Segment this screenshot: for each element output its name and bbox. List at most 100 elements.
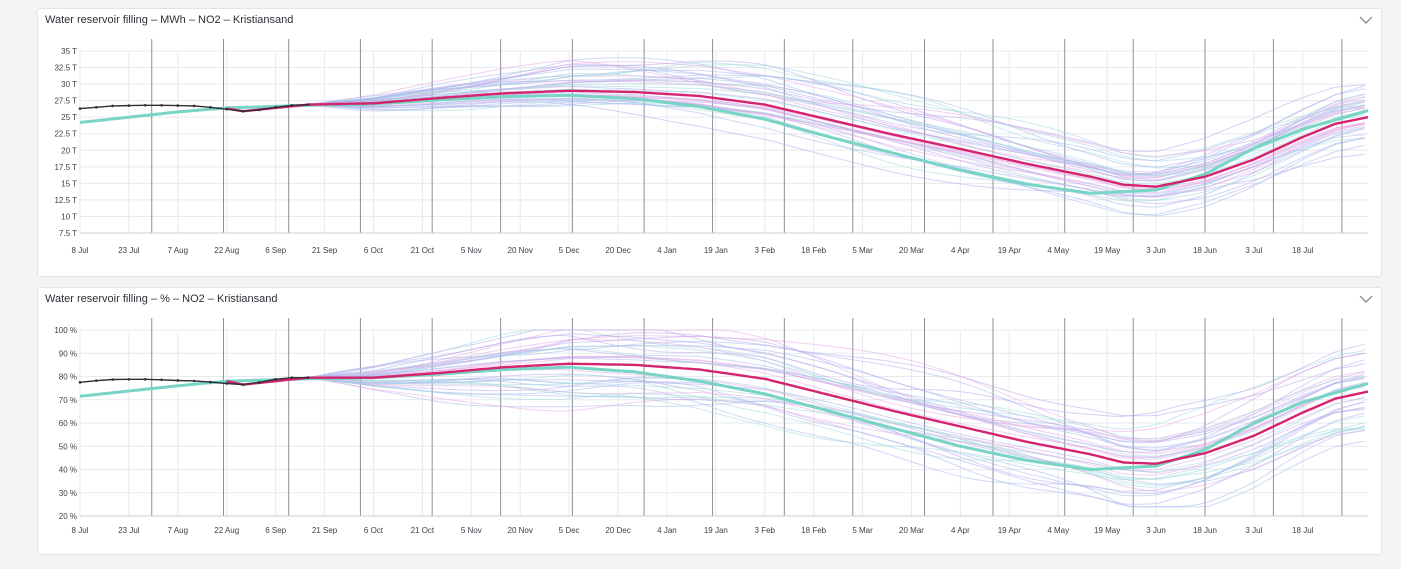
history-point bbox=[143, 377, 147, 381]
ensemble-line bbox=[308, 101, 1365, 198]
x-tick-label: 5 Dec bbox=[559, 246, 580, 255]
history-point bbox=[176, 379, 180, 382]
ensemble-line bbox=[308, 59, 1365, 157]
y-tick-label: 10 T bbox=[61, 212, 77, 221]
ensemble-line bbox=[308, 374, 1365, 480]
x-tick-label: 8 Jul bbox=[72, 246, 89, 255]
y-tick-label: 60 % bbox=[59, 419, 77, 428]
x-tick-label: 23 Jul bbox=[118, 246, 140, 255]
history-point bbox=[78, 107, 82, 110]
y-tick-label: 17.5 T bbox=[54, 163, 77, 172]
history-point bbox=[241, 383, 245, 386]
x-tick-label: 21 Sep bbox=[312, 526, 338, 535]
x-tick-label: 8 Jul bbox=[72, 526, 89, 535]
history-point bbox=[225, 382, 229, 385]
ensemble-line bbox=[308, 377, 1365, 495]
y-tick-label: 40 % bbox=[59, 466, 77, 475]
ensemble-line bbox=[308, 377, 1365, 492]
history-point bbox=[160, 103, 163, 107]
x-tick-label: 5 Mar bbox=[852, 246, 873, 255]
x-tick-label: 18 Jul bbox=[1292, 526, 1314, 535]
y-tick-label: 12.5 T bbox=[54, 196, 77, 205]
y-tick-label: 20 T bbox=[61, 146, 77, 155]
x-tick-label: 18 Jul bbox=[1292, 246, 1314, 255]
y-tick-label: 25 T bbox=[61, 113, 77, 122]
x-tick-label: 20 Dec bbox=[605, 526, 630, 535]
ensemble-line bbox=[308, 377, 1365, 485]
x-tick-label: 6 Sep bbox=[265, 526, 286, 535]
ensemble-line bbox=[308, 377, 1365, 488]
ensemble-line bbox=[308, 355, 1365, 458]
x-tick-label: 3 Jun bbox=[1146, 526, 1166, 535]
history-point bbox=[111, 378, 114, 381]
x-tick-label: 21 Oct bbox=[411, 246, 435, 255]
history-point bbox=[160, 378, 163, 382]
y-tick-label: 90 % bbox=[59, 349, 77, 358]
history-point bbox=[258, 381, 261, 384]
x-tick-label: 18 Jun bbox=[1193, 246, 1217, 255]
ensemble-line bbox=[308, 332, 1365, 417]
ensemble-line bbox=[308, 329, 1365, 433]
ensemble-line bbox=[308, 69, 1365, 168]
x-tick-label: 7 Aug bbox=[168, 526, 188, 535]
history-point bbox=[127, 104, 131, 107]
history-point bbox=[78, 381, 82, 384]
x-tick-label: 18 Jun bbox=[1193, 526, 1217, 535]
chart-title: Water reservoir filling – % – NO2 – Kris… bbox=[45, 293, 278, 305]
x-tick-label: 4 Apr bbox=[951, 246, 970, 255]
history-point bbox=[241, 109, 245, 113]
chart-mwh: 7.5 T 10 T 12.5 T 15 T 17.5 T 20 T 22.5 T 25 T 2… bbox=[54, 39, 1369, 255]
ensemble-line bbox=[308, 356, 1365, 460]
y-tick-label: 80 % bbox=[59, 373, 77, 382]
x-tick-label: 6 Sep bbox=[265, 246, 286, 255]
history-point bbox=[290, 376, 294, 379]
x-tick-label: 20 Mar bbox=[899, 246, 924, 255]
history-point bbox=[274, 105, 277, 109]
ensemble-line bbox=[308, 75, 1365, 175]
x-tick-label: 23 Jul bbox=[118, 526, 140, 535]
x-tick-label: 19 May bbox=[1094, 526, 1120, 535]
x-tick-label: 3 Jul bbox=[1245, 246, 1262, 255]
collapse-button[interactable] bbox=[1357, 292, 1375, 306]
y-tick-label: 20 % bbox=[59, 512, 77, 521]
ensemble-line bbox=[308, 68, 1365, 173]
history-point bbox=[143, 103, 147, 107]
x-tick-label: 18 Feb bbox=[801, 526, 826, 535]
history-point bbox=[111, 104, 114, 108]
ensemble-line bbox=[308, 344, 1365, 449]
chart-panel-mwh: Water reservoir filling – MWh – NO2 – Kr… bbox=[37, 8, 1382, 277]
history-point bbox=[306, 376, 310, 379]
ensemble-line bbox=[308, 377, 1365, 481]
y-tick-label: 70 % bbox=[59, 396, 77, 405]
ensemble-line bbox=[308, 64, 1365, 181]
x-tick-label: 6 Oct bbox=[364, 246, 384, 255]
ensemble-line bbox=[308, 64, 1365, 162]
ensemble-line bbox=[308, 77, 1365, 153]
history-point bbox=[192, 104, 196, 108]
collapse-button[interactable] bbox=[1357, 13, 1375, 27]
y-tick-label: 35 T bbox=[61, 47, 77, 56]
x-tick-label: 19 Jan bbox=[704, 246, 728, 255]
main-series bbox=[78, 89, 1369, 195]
ensemble-line bbox=[308, 347, 1365, 440]
history-point bbox=[176, 104, 180, 107]
x-tick-label: 22 Aug bbox=[214, 246, 239, 255]
history-point bbox=[192, 379, 196, 383]
ensemble-line bbox=[308, 98, 1365, 208]
y-tick-label: 30 T bbox=[61, 80, 77, 89]
x-tick-label: 5 Nov bbox=[461, 526, 482, 535]
ensemble-line bbox=[308, 377, 1365, 493]
x-tick-label: 5 Nov bbox=[461, 246, 482, 255]
x-tick-label: 21 Oct bbox=[411, 526, 435, 535]
x-tick-label: 4 May bbox=[1047, 246, 1069, 255]
x-tick-label: 20 Dec bbox=[605, 246, 630, 255]
chart-panel-percent: Water reservoir filling – % – NO2 – Kris… bbox=[37, 287, 1382, 555]
chart-percent: 20 % 30 % 40 % 50 % 60 % 70 % 80 % 90 % 100 % 8 J… bbox=[54, 318, 1369, 535]
ensemble-line bbox=[308, 348, 1365, 443]
y-tick-label: 30 % bbox=[59, 489, 77, 498]
ensemble-line bbox=[308, 92, 1365, 195]
x-tick-label: 3 Feb bbox=[755, 526, 776, 535]
y-tick-label: 50 % bbox=[59, 442, 77, 451]
chevron-down-icon bbox=[1359, 16, 1373, 24]
main-series bbox=[78, 362, 1369, 471]
